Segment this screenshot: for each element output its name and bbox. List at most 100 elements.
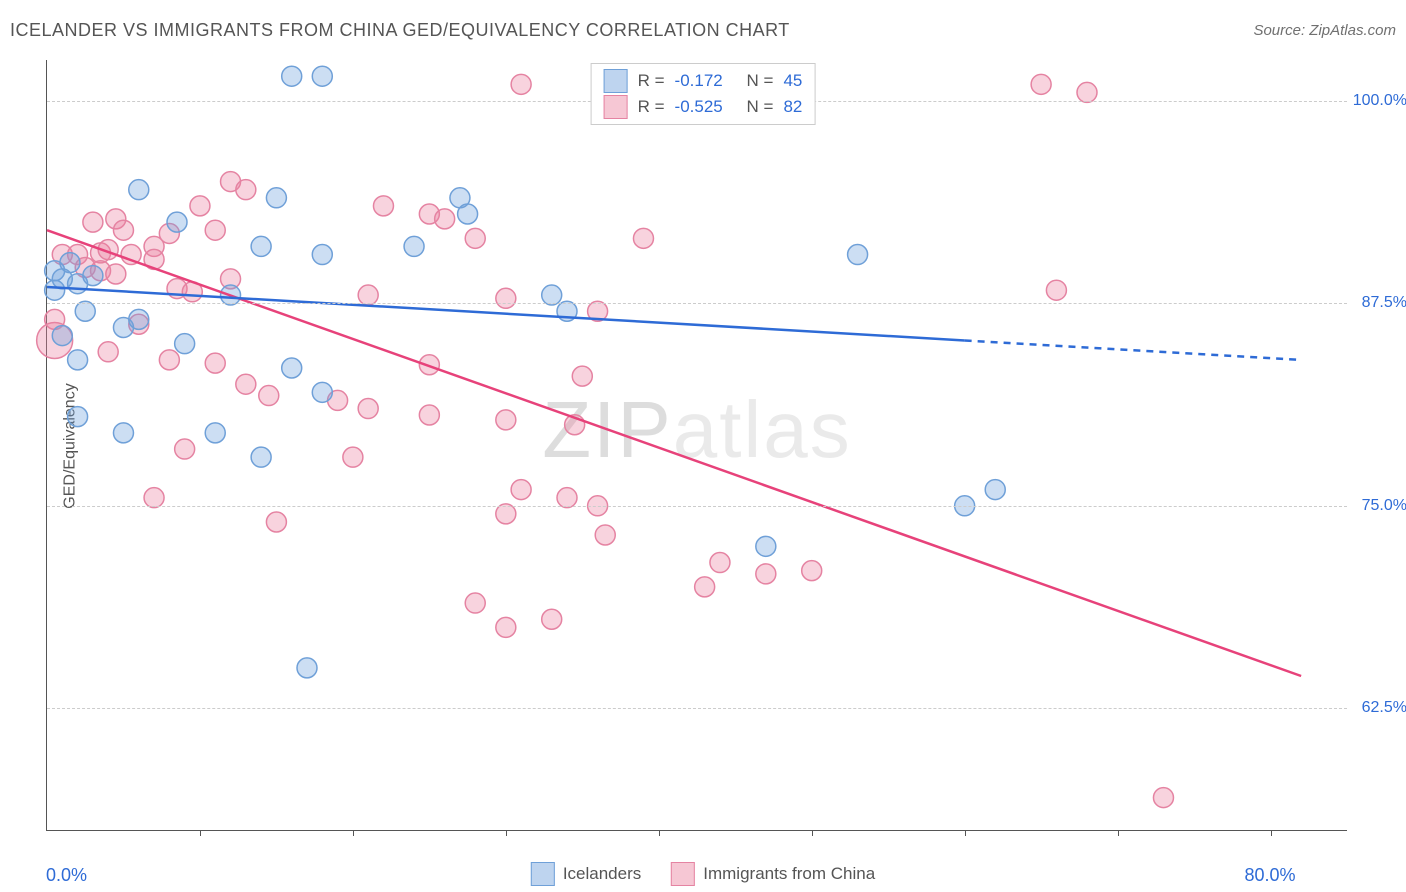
point-series1 [68,407,88,427]
point-series1 [312,66,332,86]
point-series2 [542,609,562,629]
legend-swatch [604,69,628,93]
point-series1 [83,266,103,286]
point-series2 [113,220,133,240]
point-series2 [190,196,210,216]
point-series2 [756,564,776,584]
gridline-h [47,303,1347,304]
point-series2 [205,353,225,373]
point-series2 [1046,280,1066,300]
legend-stats-row: R = -0.525 N = 82 [604,94,803,120]
legend-swatch [671,862,695,886]
legend-n-label: N = [747,71,774,91]
point-series2 [557,488,577,508]
point-series1 [175,334,195,354]
point-series1 [282,66,302,86]
x-axis-min-label: 0.0% [46,865,87,886]
point-series2 [236,374,256,394]
point-series2 [710,553,730,573]
point-series1 [113,423,133,443]
legend-series-item: Immigrants from China [671,862,875,886]
point-series2 [1077,82,1097,102]
point-series2 [465,593,485,613]
legend-swatch [531,862,555,886]
legend-r-value: -0.172 [675,71,737,91]
legend-n-value: 82 [783,97,802,117]
plot-svg [47,60,1347,830]
legend-stats-row: R = -0.172 N = 45 [604,68,803,94]
point-series2 [496,410,516,430]
point-series1 [985,480,1005,500]
point-series2 [205,220,225,240]
legend-series-label: Immigrants from China [703,864,875,884]
x-tick-mark [812,830,813,836]
point-series2 [496,617,516,637]
y-tick-label: 62.5% [1352,699,1406,717]
point-series1 [282,358,302,378]
point-series1 [129,180,149,200]
point-series2 [259,386,279,406]
point-series2 [266,512,286,532]
point-series2 [511,480,531,500]
point-series1 [251,236,271,256]
x-tick-mark [659,830,660,836]
point-series1 [52,326,72,346]
point-series1 [297,658,317,678]
y-tick-label: 100.0% [1352,92,1406,110]
x-axis-max-label: 80.0% [1245,865,1296,886]
legend-r-label: R = [638,97,665,117]
legend-r-label: R = [638,71,665,91]
x-tick-mark [200,830,201,836]
plot-area: ZIPatlas 100.0%87.5%75.0%62.5% [46,60,1347,831]
point-series1 [848,245,868,265]
point-series2 [1031,74,1051,94]
y-tick-label: 87.5% [1352,294,1406,312]
point-series1 [312,245,332,265]
y-tick-label: 75.0% [1352,497,1406,515]
point-series1 [68,350,88,370]
point-series2 [159,350,179,370]
point-series2 [373,196,393,216]
source-attribution: Source: ZipAtlas.com [1253,22,1396,39]
point-series2 [633,228,653,248]
x-tick-mark [353,830,354,836]
point-series2 [419,405,439,425]
point-series2 [496,288,516,308]
point-series1 [542,285,562,305]
point-series1 [75,301,95,321]
gridline-h [47,506,1347,507]
point-series2 [595,525,615,545]
trendline-series1-extrapolated [965,340,1301,359]
point-series2 [83,212,103,232]
point-series2 [144,488,164,508]
point-series2 [1153,788,1173,808]
point-series1 [458,204,478,224]
gridline-h [47,708,1347,709]
point-series2 [465,228,485,248]
legend-r-value: -0.525 [675,97,737,117]
point-series2 [98,342,118,362]
point-series1 [205,423,225,443]
point-series1 [756,536,776,556]
point-series1 [167,212,187,232]
point-series2 [511,74,531,94]
point-series1 [129,309,149,329]
legend-n-value: 45 [783,71,802,91]
point-series2 [358,399,378,419]
point-series2 [802,561,822,581]
point-series2 [358,285,378,305]
legend-swatch [604,95,628,119]
point-series2 [175,439,195,459]
point-series2 [496,504,516,524]
x-tick-mark [1118,830,1119,836]
point-series1 [404,236,424,256]
x-tick-mark [1271,830,1272,836]
legend-series-item: Icelanders [531,862,641,886]
legend-series-label: Icelanders [563,864,641,884]
x-tick-mark [965,830,966,836]
point-series1 [266,188,286,208]
legend-stats: R = -0.172 N = 45 R = -0.525 N = 82 [591,63,816,125]
point-series1 [251,447,271,467]
point-series2 [695,577,715,597]
legend-n-label: N = [747,97,774,117]
